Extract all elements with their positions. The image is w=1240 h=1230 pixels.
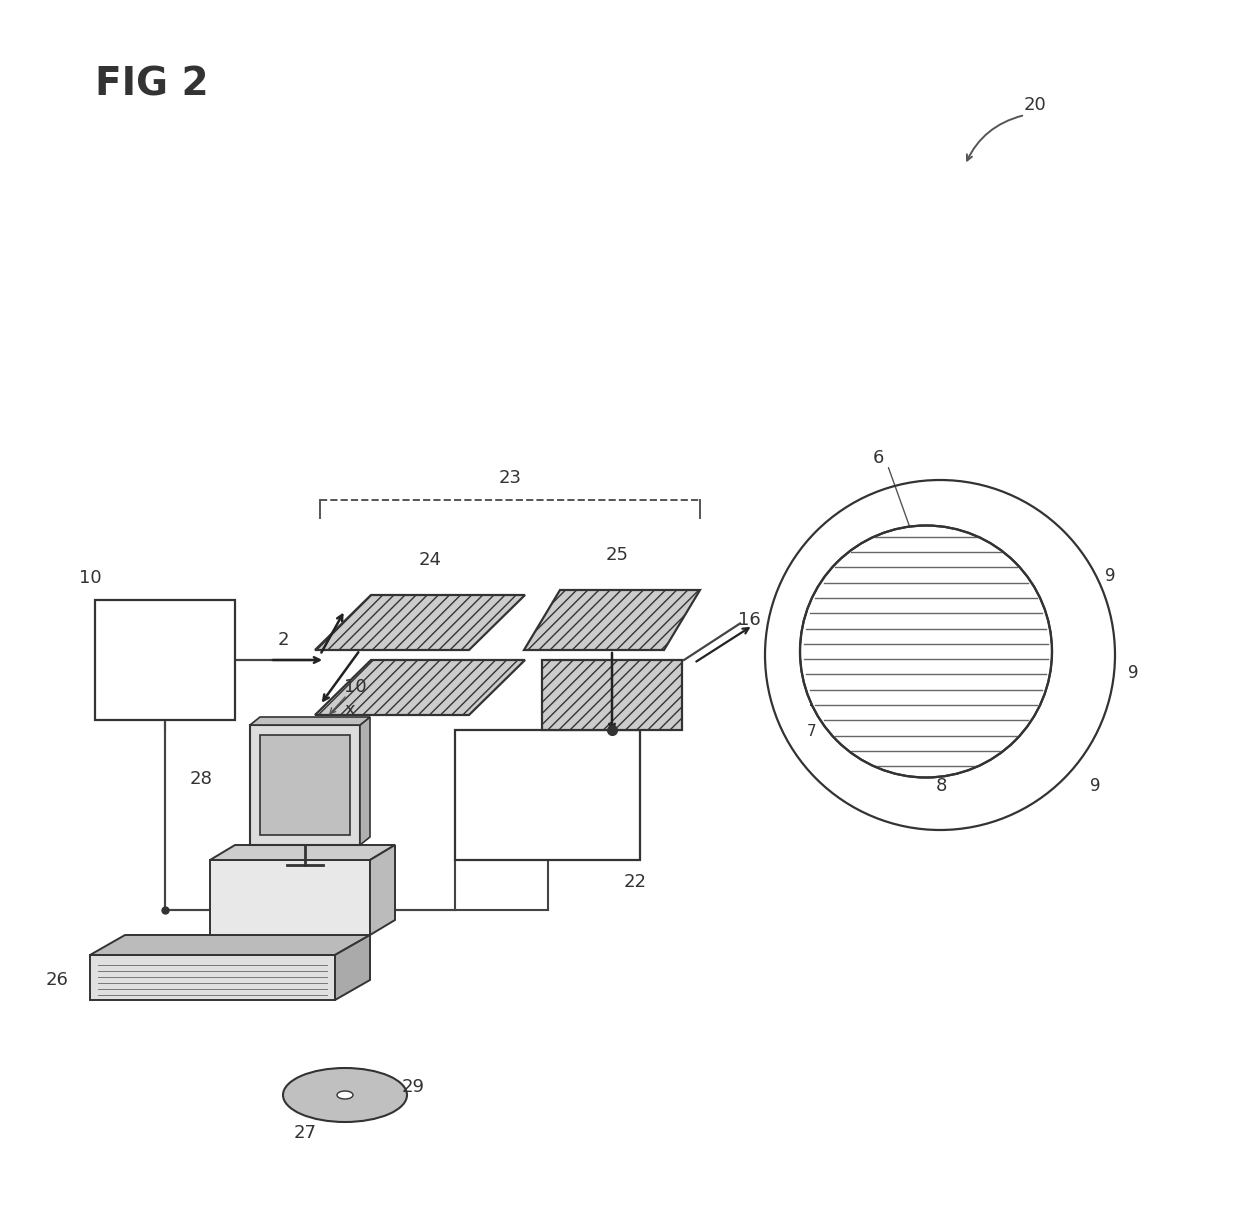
Bar (455, 729, 640, 860)
Text: 7: 7 (807, 694, 817, 710)
Text: 26: 26 (45, 970, 68, 989)
Polygon shape (210, 845, 396, 860)
Text: 8: 8 (935, 776, 946, 795)
Polygon shape (370, 845, 396, 935)
Text: 29: 29 (402, 1077, 424, 1096)
Text: 2: 2 (278, 631, 289, 649)
Text: 9: 9 (1127, 663, 1138, 681)
Text: 6: 6 (873, 449, 884, 467)
Ellipse shape (283, 1068, 407, 1122)
Text: 25: 25 (605, 546, 629, 565)
Text: 27: 27 (294, 1124, 316, 1141)
Text: 7: 7 (807, 664, 817, 679)
Polygon shape (542, 661, 682, 729)
Polygon shape (250, 724, 360, 845)
Text: 20: 20 (1024, 96, 1047, 114)
Polygon shape (250, 717, 370, 724)
Polygon shape (315, 595, 525, 649)
Polygon shape (360, 717, 370, 845)
Text: 28: 28 (190, 770, 212, 788)
Polygon shape (210, 860, 370, 935)
Polygon shape (315, 661, 525, 715)
Text: 16: 16 (738, 611, 760, 629)
Text: 7: 7 (807, 635, 817, 649)
Bar (260, 736, 350, 835)
Text: 9: 9 (1090, 777, 1100, 796)
Text: 10: 10 (343, 678, 366, 696)
Text: x: x (345, 701, 356, 720)
Text: 24: 24 (419, 551, 441, 569)
Circle shape (800, 525, 1052, 777)
Text: 9: 9 (1105, 567, 1115, 585)
Text: 10: 10 (78, 569, 102, 587)
Text: 22: 22 (624, 873, 646, 891)
Polygon shape (91, 954, 335, 1000)
Text: 23: 23 (498, 469, 522, 487)
Polygon shape (91, 935, 370, 954)
Ellipse shape (337, 1091, 353, 1098)
Bar (95, 600, 236, 720)
Polygon shape (335, 935, 370, 1000)
Polygon shape (525, 590, 701, 649)
Text: FIG 2: FIG 2 (95, 65, 208, 103)
Text: 7: 7 (807, 724, 817, 739)
